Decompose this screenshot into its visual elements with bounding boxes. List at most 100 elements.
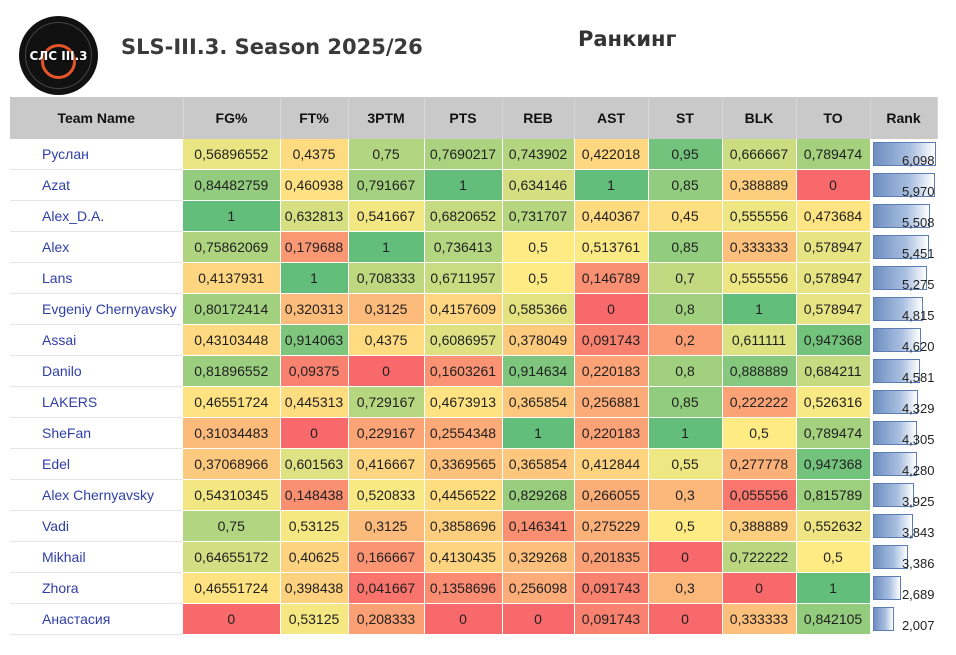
- team-name-cell[interactable]: Alex Chernyavsky: [10, 479, 183, 511]
- table-row[interactable]: Alex_D.A. 1 0,632813 0,541667 0,6820652 0,731…: [10, 200, 938, 232]
- stat-cell-3ptm: 0,541667: [348, 200, 425, 232]
- column-header-3ptm[interactable]: 3PTM: [348, 97, 425, 139]
- league-title: SLS-III.3. Season 2025/26: [121, 35, 423, 59]
- team-name-cell[interactable]: Alex: [10, 231, 183, 263]
- column-header-fg-[interactable]: FG%: [183, 97, 281, 139]
- stat-cell-pts: 1: [424, 169, 503, 201]
- team-name-cell[interactable]: Mikhail: [10, 541, 183, 573]
- stat-cell-3ptm: 1: [348, 231, 425, 263]
- stat-cell-to: 0,578947: [796, 231, 871, 263]
- stat-cell-3ptm: 0: [348, 355, 425, 387]
- table-row[interactable]: Edel 0,37068966 0,601563 0,416667 0,3369565 0…: [10, 448, 938, 480]
- stat-cell-reb: 0,634146: [502, 169, 575, 201]
- stat-cell-pts: 0,1358696: [424, 572, 503, 604]
- column-header-st[interactable]: ST: [648, 97, 723, 139]
- stat-cell-ft-: 0,148438: [280, 479, 349, 511]
- rank-value: 4,815: [901, 308, 935, 323]
- team-name-cell[interactable]: Assai: [10, 324, 183, 356]
- team-name-cell[interactable]: SheFan: [10, 417, 183, 449]
- stat-cell-ast: 0,146789: [574, 262, 649, 294]
- stat-cell-st: 0,85: [648, 231, 723, 263]
- team-name-cell[interactable]: LAKERS: [10, 386, 183, 418]
- table-row[interactable]: Zhora 0,46551724 0,398438 0,041667 0,1358696…: [10, 572, 938, 604]
- stat-cell-st: 0: [648, 541, 723, 573]
- table-row[interactable]: Azat 0,84482759 0,460938 0,791667 1 0,634146 1…: [10, 169, 938, 201]
- stat-cell-ast: 0,201835: [574, 541, 649, 573]
- column-header-rank[interactable]: Rank: [870, 97, 938, 139]
- stat-cell-st: 0,2: [648, 324, 723, 356]
- stat-cell-ast: 0,440367: [574, 200, 649, 232]
- column-header-ft-[interactable]: FT%: [280, 97, 349, 139]
- stat-cell-3ptm: 0,229167: [348, 417, 425, 449]
- table-row[interactable]: Alex 0,75862069 0,179688 1 0,736413 0,5 0,5137…: [10, 231, 938, 263]
- team-name-cell[interactable]: Zhora: [10, 572, 183, 604]
- stat-cell-reb: 0: [502, 603, 575, 635]
- column-header-to[interactable]: TO: [796, 97, 871, 139]
- stat-cell-reb: 0,585366: [502, 293, 575, 325]
- page-heading: Ранкинг: [578, 27, 677, 51]
- stat-cell-to: 0,473684: [796, 200, 871, 232]
- team-name-cell[interactable]: Lans: [10, 262, 183, 294]
- table-row[interactable]: Vadi 0,75 0,53125 0,3125 0,3858696 0,146341 0,…: [10, 510, 938, 542]
- rank-value: 4,620: [901, 339, 935, 354]
- stat-cell-blk: 0: [722, 572, 797, 604]
- stat-cell-reb: 0,743902: [502, 139, 575, 170]
- table-row[interactable]: Alex Chernyavsky 0,54310345 0,148438 0,5208…: [10, 479, 938, 511]
- rank-cell: 3,925: [870, 479, 938, 511]
- column-header-pts[interactable]: PTS: [424, 97, 503, 139]
- table-row[interactable]: SheFan 0,31034483 0 0,229167 0,2554348 1 0,220…: [10, 417, 938, 449]
- stat-cell-pts: 0,6086957: [424, 324, 503, 356]
- stat-cell-reb: 0,914634: [502, 355, 575, 387]
- team-name-cell[interactable]: Руслан: [10, 139, 183, 170]
- table-row[interactable]: Mikhail 0,64655172 0,40625 0,166667 0,413043…: [10, 541, 938, 573]
- rank-value: 4,280: [901, 463, 935, 478]
- stat-cell-ast: 0,220183: [574, 417, 649, 449]
- table-row[interactable]: Danilo 0,81896552 0,09375 0 0,1603261 0,91463…: [10, 355, 938, 387]
- rank-value: 2,007: [901, 618, 935, 633]
- stat-cell-3ptm: 0,708333: [348, 262, 425, 294]
- column-header-team-name[interactable]: Team Name: [10, 97, 184, 139]
- stat-cell-fg-: 0,81896552: [183, 355, 281, 387]
- table-row[interactable]: Руслан 0,56896552 0,4375 0,75 0,7690217 0,743…: [10, 139, 938, 170]
- stat-cell-st: 0,8: [648, 293, 723, 325]
- stat-cell-reb: 0,256098: [502, 572, 575, 604]
- rank-bar: [872, 297, 923, 321]
- stat-cell-3ptm: 0,041667: [348, 572, 425, 604]
- stat-cell-fg-: 0,31034483: [183, 417, 281, 449]
- rank-bar: [872, 483, 914, 507]
- team-name-cell[interactable]: Edel: [10, 448, 183, 480]
- column-header-ast[interactable]: AST: [574, 97, 649, 139]
- stat-cell-st: 0,85: [648, 169, 723, 201]
- basketball-icon: [41, 44, 76, 79]
- table-row[interactable]: LAKERS 0,46551724 0,445313 0,729167 0,467391…: [10, 386, 938, 418]
- rank-bar: [872, 452, 917, 476]
- stat-cell-pts: 0,4456522: [424, 479, 503, 511]
- rank-bar: [872, 359, 920, 383]
- stat-cell-blk: 0,222222: [722, 386, 797, 418]
- team-name-cell[interactable]: Анастасия: [10, 603, 183, 635]
- stat-cell-st: 0,85: [648, 386, 723, 418]
- table-row[interactable]: Assai 0,43103448 0,914063 0,4375 0,6086957 0,…: [10, 324, 938, 356]
- stat-cell-fg-: 0,4137931: [183, 262, 281, 294]
- stat-cell-fg-: 0,43103448: [183, 324, 281, 356]
- table-row[interactable]: Lans 0,4137931 1 0,708333 0,6711957 0,5 0,1467…: [10, 262, 938, 294]
- stat-cell-blk: 1: [722, 293, 797, 325]
- team-name-cell[interactable]: Alex_D.A.: [10, 200, 183, 232]
- stat-cell-ft-: 0,460938: [280, 169, 349, 201]
- stat-cell-ast: 0,275229: [574, 510, 649, 542]
- team-name-cell[interactable]: Azat: [10, 169, 183, 201]
- column-header-reb[interactable]: REB: [502, 97, 575, 139]
- column-header-blk[interactable]: BLK: [722, 97, 797, 139]
- table-row[interactable]: Evgeniy Chernyavsky 0,80172414 0,320313 0,3…: [10, 293, 938, 325]
- stat-cell-ast: 1: [574, 169, 649, 201]
- stat-cell-to: 0,526316: [796, 386, 871, 418]
- team-name-cell[interactable]: Vadi: [10, 510, 183, 542]
- table-row[interactable]: Анастасия 0 0,53125 0,208333 0 0 0,091743 0 0,33…: [10, 603, 938, 635]
- logo-text: СЛС III.3: [29, 48, 88, 63]
- stat-cell-reb: 0,146341: [502, 510, 575, 542]
- league-logo: СЛС III.3: [19, 16, 98, 95]
- team-name-cell[interactable]: Danilo: [10, 355, 183, 387]
- stat-cell-ast: 0,091743: [574, 603, 649, 635]
- rank-value: 4,581: [901, 370, 935, 385]
- team-name-cell[interactable]: Evgeniy Chernyavsky: [10, 293, 183, 325]
